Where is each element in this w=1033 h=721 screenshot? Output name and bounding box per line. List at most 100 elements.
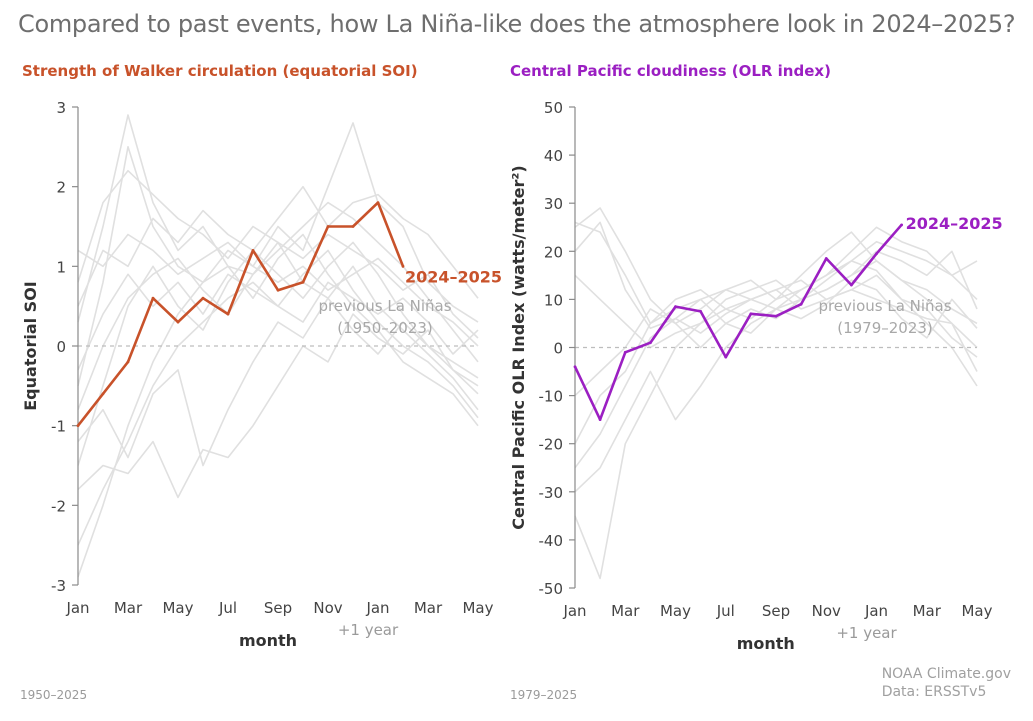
soi-current-point bbox=[301, 280, 305, 284]
soi-current-point bbox=[326, 225, 330, 228]
soi-y-tick-label: -1 bbox=[51, 418, 66, 436]
soi-current-point bbox=[126, 360, 130, 364]
olr-y-tick-label: -30 bbox=[539, 484, 564, 502]
soi-past-event-line-8 bbox=[77, 233, 479, 347]
olr-panel-title: Central Pacific cloudiness (OLR index) bbox=[510, 62, 831, 80]
soi-current-point bbox=[351, 225, 355, 228]
soi-x-tick-label: Mar bbox=[414, 599, 443, 617]
olr-y-tick-label: 20 bbox=[544, 243, 563, 261]
olr-x-tick-label: Mar bbox=[913, 602, 942, 620]
olr-past-event-line-8 bbox=[574, 221, 978, 349]
soi-past-event-line-12 bbox=[77, 273, 479, 371]
olr-current-point bbox=[900, 223, 904, 227]
soi-past-event-line-6 bbox=[77, 313, 479, 499]
soi-x-tick-label: May bbox=[462, 599, 493, 617]
soi-x-axis-label: month bbox=[239, 631, 297, 650]
soi-past-event-line-4 bbox=[77, 249, 479, 546]
soi-y-tick-label: 3 bbox=[56, 99, 66, 117]
olr-current-point bbox=[674, 305, 677, 309]
olr-y-tick-label: -10 bbox=[539, 388, 564, 406]
soi-x-tick-label: May bbox=[162, 599, 193, 617]
olr-current-point bbox=[598, 418, 602, 422]
soi-current-point bbox=[276, 288, 280, 292]
soi-past-event-line-11 bbox=[77, 185, 479, 307]
soi-x-tick-label: Nov bbox=[313, 599, 342, 617]
olr-x-tick-label: May bbox=[660, 602, 691, 620]
soi-current-series-line bbox=[76, 201, 405, 427]
olr-y-tick-label: 50 bbox=[544, 99, 563, 117]
olr-x-axis-label: month bbox=[737, 634, 795, 653]
soi-current-point bbox=[201, 296, 205, 300]
olr-x-tick-label: Mar bbox=[611, 602, 640, 620]
olr-next-year-label: +1 year bbox=[836, 624, 897, 642]
olr-current-point bbox=[699, 310, 703, 313]
soi-x-tick-label: Jul bbox=[218, 599, 237, 617]
soi-past-range: (1950–2023) bbox=[337, 319, 433, 337]
olr-x-tick-label: Jul bbox=[716, 602, 735, 620]
olr-y-tick-label: 40 bbox=[544, 147, 563, 165]
soi-y-axis-label: Equatorial SOI bbox=[21, 281, 40, 411]
soi-y-tick-label: -2 bbox=[51, 497, 66, 515]
soi-past-event-line-5 bbox=[77, 233, 479, 578]
soi-panel-title: Strength of Walker circulation (equatori… bbox=[22, 62, 418, 80]
olr-current-point bbox=[824, 257, 828, 260]
soi-y-tick-label: 2 bbox=[56, 179, 66, 197]
olr-current-point bbox=[849, 283, 853, 287]
olr-x-tick-label: Sep bbox=[762, 602, 790, 620]
olr-y-tick-label: -40 bbox=[539, 532, 564, 550]
olr-past-event-line-7 bbox=[574, 260, 978, 397]
soi-past-event-line-9 bbox=[77, 241, 479, 411]
soi-x-tick-label: Mar bbox=[114, 599, 143, 617]
olr-y-tick-label: 30 bbox=[544, 195, 563, 213]
olr-y-axis-label: Central Pacific OLR Index (watts/meter²) bbox=[509, 165, 528, 529]
soi-y-tick-label: 0 bbox=[56, 338, 66, 356]
olr-y-tick-label: 10 bbox=[544, 291, 563, 309]
soi-past-event-line-2 bbox=[77, 114, 479, 363]
olr-past-label: previous La Niñas bbox=[818, 297, 951, 315]
olr-y-tick-label: 0 bbox=[553, 340, 563, 358]
soi-current-point bbox=[76, 424, 80, 428]
olr-current-point bbox=[573, 365, 577, 369]
soi-x-tick-label: Jan bbox=[65, 599, 89, 617]
olr-current-point bbox=[875, 252, 878, 256]
olr-current-point bbox=[724, 355, 728, 359]
soi-past-label: previous La Niñas bbox=[318, 297, 451, 315]
soi-current-point bbox=[251, 249, 255, 252]
olr-x-tick-label: May bbox=[961, 602, 992, 620]
soi-current-point bbox=[376, 201, 380, 205]
chart-title: Compared to past events, how La Niña-lik… bbox=[18, 10, 1016, 38]
soi-x-tick-label: Jan bbox=[365, 599, 389, 617]
soi-past-event-line-1 bbox=[77, 122, 479, 386]
credit-data: Data: ERSSTv5 bbox=[881, 684, 987, 700]
soi-current-point bbox=[401, 264, 405, 268]
olr-x-tick-label: Nov bbox=[812, 602, 841, 620]
soi-past-event-line-3 bbox=[77, 241, 479, 466]
soi-current-point bbox=[176, 320, 180, 324]
olr-past-range: (1979–2023) bbox=[837, 319, 933, 337]
olr-current-point bbox=[799, 302, 803, 306]
olr-past-event-line-6 bbox=[574, 250, 978, 349]
olr-current-point bbox=[749, 312, 753, 316]
olr-year-range: 1979–2025 bbox=[510, 688, 578, 702]
credit-block: NOAA Climate.gov Data: ERSSTv5 bbox=[882, 665, 1011, 701]
soi-series-label: 2024–2025 bbox=[405, 267, 502, 286]
soi-y-tick-label: -3 bbox=[51, 577, 66, 595]
olr-series-label: 2024–2025 bbox=[906, 214, 1003, 233]
olr-current-point bbox=[623, 350, 627, 354]
soi-next-year-label: +1 year bbox=[338, 621, 399, 639]
olr-current-point bbox=[774, 314, 778, 318]
olr-current-series-line bbox=[573, 223, 903, 421]
olr-y-tick-label: -20 bbox=[539, 436, 564, 454]
credit-source: NOAA Climate.gov bbox=[881, 666, 1011, 682]
olr-past-event-line-9 bbox=[574, 279, 978, 469]
soi-current-point bbox=[101, 392, 105, 396]
olr-current-point bbox=[648, 341, 652, 345]
olr-x-tick-label: Jan bbox=[864, 602, 888, 620]
soi-past-event-line-10 bbox=[77, 297, 479, 467]
soi-y-tick-label: 1 bbox=[56, 258, 66, 276]
soi-year-range: 1950–2025 bbox=[20, 688, 88, 702]
soi-x-tick-label: Sep bbox=[264, 599, 292, 617]
soi-current-point bbox=[151, 296, 155, 300]
soi-current-point bbox=[226, 312, 230, 316]
